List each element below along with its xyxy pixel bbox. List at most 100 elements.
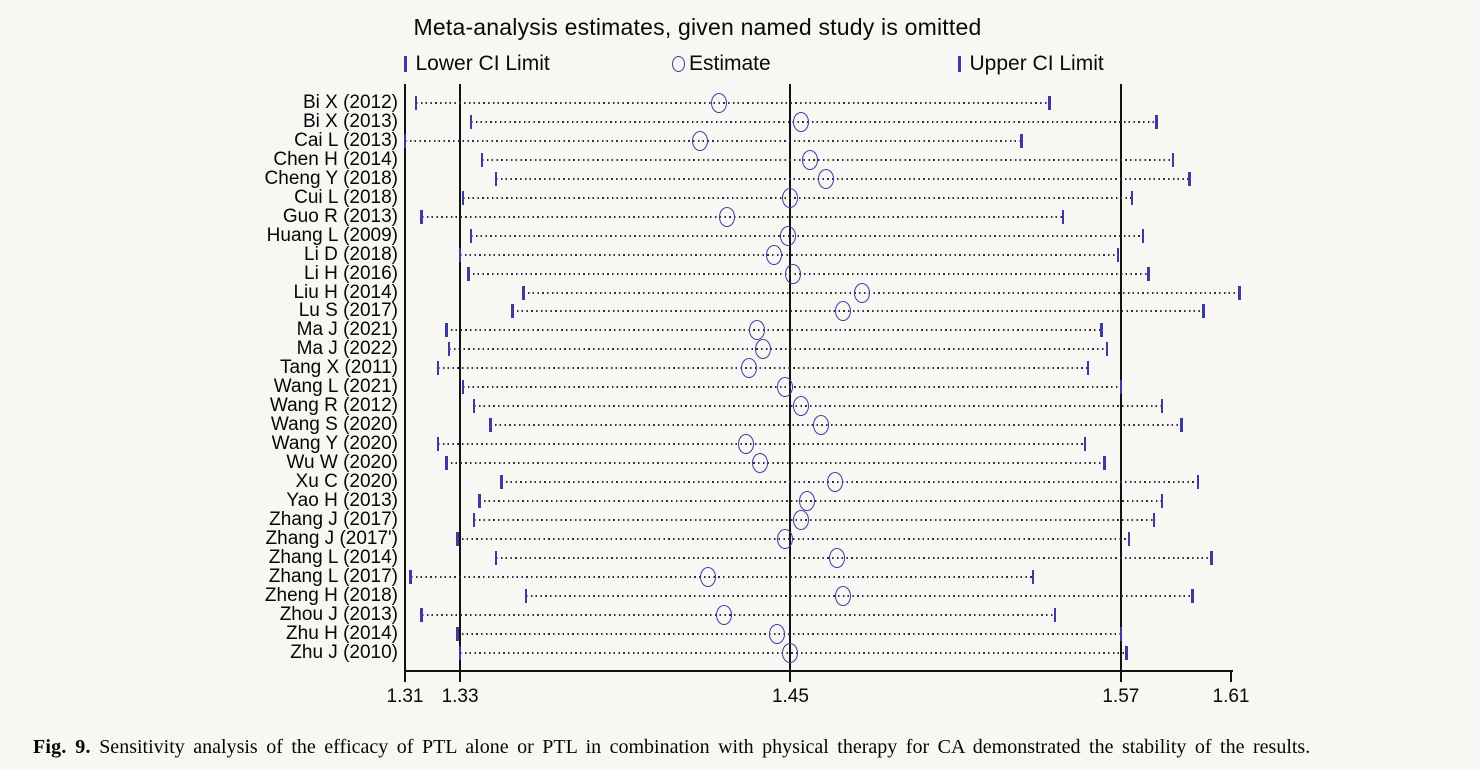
estimate-marker [754,339,771,360]
ci-dotted-line [446,329,1102,332]
ci-lower-tick [420,607,423,622]
study-label: Bi X (2013) [302,110,398,132]
ci-lower-tick [456,626,459,641]
x-tick [459,670,462,682]
legend-item-upper-ci: Upper CI Limit [958,52,1104,76]
x-tick-label: 1.57 [1102,686,1140,707]
estimate-marker [699,566,716,587]
reference-line [459,84,462,670]
estimate-marker [749,320,766,341]
ci-dotted-line [495,556,1212,559]
ci-dotted-line [405,139,1022,142]
ci-upper-tick [1020,133,1023,148]
ci-lower-tick [489,418,492,433]
ci-upper-tick [1152,512,1156,527]
study-label: Bi X (2012) [302,92,398,113]
ci-dotted-line [457,632,1121,635]
study-label: Tang X (2011) [280,357,398,379]
ci-upper-tick [1238,285,1241,300]
estimate-marker [801,149,818,170]
ci-upper-tick [1083,437,1087,452]
x-tick-label: 1.45 [771,686,809,707]
ci-upper-tick [1147,266,1150,281]
x-tick-label: 1.31 [386,686,424,707]
estimate-marker [812,415,829,436]
ci-lower-tick [414,96,418,110]
ci-upper-tick [1180,418,1183,433]
legend-lower-label: Lower CI Limit [415,52,550,75]
legend-estimate-label: Estimate [689,52,771,75]
ci-lower-tick [456,531,459,546]
ci-upper-tick [1048,96,1051,110]
ci-lower-tick [445,456,448,471]
ci-lower-tick [494,171,498,186]
ci-upper-tick [1119,626,1123,641]
study-label: Wang S (2020) [270,414,398,436]
ci-upper-tick [1086,361,1090,376]
legend-item-lower-ci: Lower CI Limit [404,52,550,76]
estimate-marker [854,282,871,303]
ci-upper-tick [1125,645,1128,660]
estimate-marker [768,623,785,644]
legend-item-estimate: Estimate [672,52,771,76]
ci-upper-tick [1160,493,1164,508]
ci-upper-tick [1202,304,1205,319]
ci-upper-tick [1105,342,1109,357]
study-label: Yao H (2013) [286,489,398,511]
legend-upper-label: Upper CI Limit [969,52,1104,75]
ci-dotted-line [523,291,1240,294]
ci-lower-tick [511,304,514,319]
ci-lower-tick [524,588,528,603]
study-label: Li H (2016) [304,262,398,284]
ci-dotted-line [471,234,1143,237]
estimate-marker [829,547,846,568]
ci-lower-tick [472,399,476,414]
figure-title: Meta-analysis estimates, given named stu… [413,14,982,40]
ci-dotted-line [482,158,1174,161]
study-label: Ma J (2022) [296,338,398,360]
caption-text: Sensitivity analysis of the efficacy of … [99,736,1311,758]
y-axis-line [404,84,406,670]
ci-lower-tick [461,190,465,205]
ci-dotted-line [421,613,1055,616]
study-label: Zhang J (2017) [269,508,398,530]
study-label: Wang R (2012) [269,395,398,417]
ci-dotted-line [416,102,1050,104]
ci-upper-tick [1100,323,1103,338]
ci-lower-tick [494,550,498,565]
x-tick [1119,670,1122,682]
ci-dotted-line [479,499,1163,502]
study-label: Zheng H (2018) [264,584,398,606]
study-label: Wang L (2021) [273,376,398,398]
ci-upper-tick [1119,380,1123,395]
study-label: Liu H (2014) [293,281,398,303]
estimate-marker [834,585,851,606]
ci-dotted-line [449,348,1108,351]
estimate-marker [738,434,755,455]
ci-upper-tick [1116,247,1120,262]
study-label: Lu S (2017) [298,300,398,322]
study-label: Wu W (2020) [286,452,398,474]
study-label: Zhang J (2017') [265,527,398,549]
estimate-marker [776,377,793,398]
ci-lower-tick [469,228,473,243]
ci-lower-tick [420,209,423,224]
ci-upper-tick [1160,399,1164,414]
ci-upper-tick [1127,531,1131,546]
ci-upper-tick [1171,152,1175,167]
ci-dotted-line [512,310,1204,313]
caption-label: Fig. 9. [33,736,91,758]
ci-lower-tick [447,342,451,357]
ci-dotted-line [526,594,1193,597]
figure-caption: Fig. 9. Sensitivity analysis of the effi… [33,735,1466,760]
ci-upper-tick [1053,607,1057,622]
ci-lower-tick [500,475,503,489]
estimate-marker [741,358,758,379]
ci-lower-tick [458,247,462,262]
study-label: Huang L (2009) [266,224,398,246]
estimate-marker [710,93,727,113]
estimate-marker [826,472,843,492]
x-tick-label: 1.61 [1212,686,1250,707]
ci-upper-tick [1031,569,1034,584]
